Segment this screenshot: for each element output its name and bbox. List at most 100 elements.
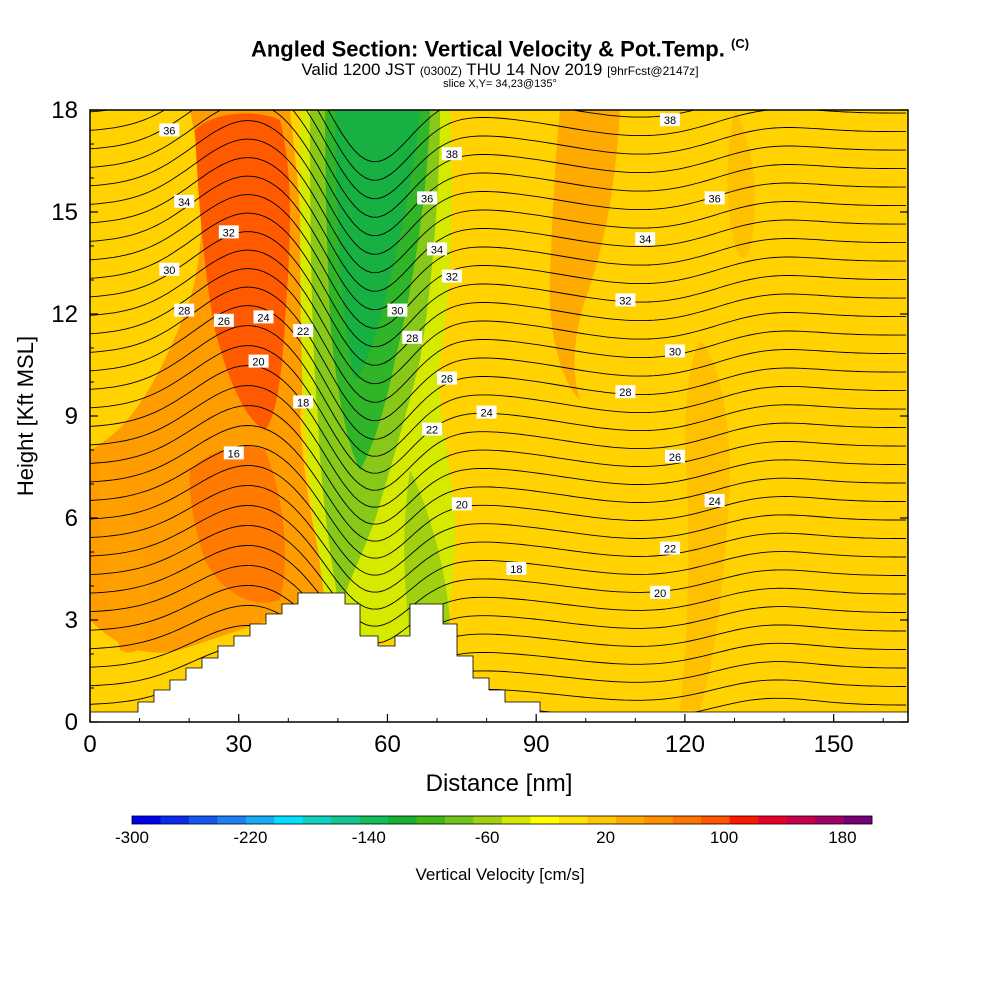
contour-label: 20 xyxy=(252,357,264,369)
contour-label: 24 xyxy=(480,408,492,420)
updraft-lower xyxy=(189,446,285,603)
contour-label: 34 xyxy=(178,197,190,209)
contour-label-bg xyxy=(248,354,269,368)
contour-label-bg xyxy=(218,225,239,239)
y-tick-label: 18 xyxy=(51,97,78,124)
contour-label-bg xyxy=(402,330,423,344)
contour-label-bg xyxy=(422,422,443,436)
theta-contour-line xyxy=(90,110,906,200)
contour-label-bg xyxy=(664,344,685,358)
contour-label: 28 xyxy=(178,306,190,318)
orange-band-right-3 xyxy=(727,110,755,259)
contour-label-bg xyxy=(635,232,656,246)
theta-contour-line xyxy=(90,268,906,403)
colorbar-tick-label: -60 xyxy=(475,828,500,847)
contour-label: 32 xyxy=(446,272,458,284)
colorbar-swatch xyxy=(160,816,190,824)
colorbar-swatch xyxy=(132,816,161,824)
colorbar-swatch xyxy=(473,816,503,824)
colorbar-tick-label: 180 xyxy=(828,828,856,847)
colorbar-swatch xyxy=(815,816,844,824)
y-tick-label: 9 xyxy=(65,403,78,430)
downdraft-center xyxy=(335,110,420,380)
theta-contour-line xyxy=(90,175,906,311)
contour-label: 20 xyxy=(654,588,666,600)
contour-label-bg xyxy=(506,562,527,575)
orange-band-left-lower xyxy=(99,460,150,653)
contour-label: 32 xyxy=(619,295,631,307)
y-tick-label: 0 xyxy=(65,709,78,736)
colorbar-swatch xyxy=(388,816,417,824)
contour-label: 36 xyxy=(421,193,433,205)
theta-contour-line xyxy=(90,385,906,508)
theta-contour-line xyxy=(90,624,906,712)
colorbar-swatch xyxy=(416,816,446,824)
contour-label-bg xyxy=(615,385,636,399)
theta-contour-line xyxy=(90,120,906,255)
theta-contour-line xyxy=(90,525,906,627)
theta-contour-line xyxy=(90,425,907,542)
terrain xyxy=(90,593,908,722)
colorbar-swatch xyxy=(729,816,759,824)
orange-band-right-2 xyxy=(680,340,730,710)
theta-contour-line xyxy=(90,138,906,274)
contour-label: 32 xyxy=(223,227,235,239)
contour-label-bg xyxy=(293,324,314,337)
colorbar-swatch xyxy=(188,816,218,824)
colorbar-label: Vertical Velocity [cm/s] xyxy=(415,865,584,884)
x-tick-label: 90 xyxy=(523,731,550,758)
contour-label: 24 xyxy=(257,312,269,324)
theta-contours xyxy=(90,110,907,722)
colorbar-tick-label: 20 xyxy=(596,828,615,847)
colorbar-swatch xyxy=(445,816,474,824)
contour-label: 30 xyxy=(669,346,681,358)
contour-label: 22 xyxy=(664,544,676,556)
contour-label: 34 xyxy=(431,244,443,256)
contour-label-bg xyxy=(159,123,180,137)
contour-label-bg xyxy=(253,310,274,324)
contour-label: 16 xyxy=(228,448,240,460)
downdraft-lower-right xyxy=(404,470,450,640)
theta-contour-line xyxy=(90,110,906,218)
colorbar-tick-label: -300 xyxy=(115,828,149,847)
colorbar-tick-label: -220 xyxy=(233,828,267,847)
colorbar-tick-label: -140 xyxy=(352,828,386,847)
theta-contour-line xyxy=(90,465,906,576)
colorbar-swatch xyxy=(701,816,730,824)
theta-contour-line xyxy=(90,505,906,610)
theta-contour-line xyxy=(90,405,906,525)
colorbar-tick-label: 100 xyxy=(710,828,738,847)
colorbar-swatch xyxy=(786,816,816,824)
x-tick-label: 0 xyxy=(83,731,96,758)
velocity-shading xyxy=(90,110,755,710)
contour-label: 28 xyxy=(619,387,631,399)
x-tick-label: 120 xyxy=(665,731,705,758)
contour-label: 34 xyxy=(639,234,651,246)
colorbar-swatch xyxy=(217,816,247,824)
contour-label-bg xyxy=(159,262,180,276)
theta-contour-line xyxy=(90,604,906,695)
chart-subtitle: Valid 1200 JST (0300Z) THU 14 Nov 2019 [… xyxy=(301,60,699,79)
contour-label-bg xyxy=(660,113,681,127)
x-tick-label: 60 xyxy=(374,731,401,758)
contour-label: 22 xyxy=(426,425,438,437)
contour-labels: 36 34 32 30 28 26 24 22 20 18 16 38 36 34 32 30 28 26 24 22… xyxy=(159,113,725,600)
theta-contour-line xyxy=(90,325,906,457)
contour-label: 24 xyxy=(709,496,721,508)
contour-label-bg xyxy=(704,191,725,205)
y-tick-label: 12 xyxy=(51,301,78,328)
colorbar-swatch xyxy=(530,816,560,824)
contour-label-bg xyxy=(451,497,472,511)
contour-label-bg xyxy=(387,303,408,317)
contour-label-bg xyxy=(660,541,681,555)
theta-contour-line xyxy=(90,194,906,329)
contour-label: 38 xyxy=(446,149,458,161)
theta-contour-line xyxy=(90,286,906,422)
contour-label-bg xyxy=(650,585,671,599)
y-axis-label: Height [Kft MSL] xyxy=(13,336,38,496)
contour-label: 18 xyxy=(297,397,309,409)
contour-label: 36 xyxy=(709,193,721,205)
colorbar-swatch xyxy=(644,816,674,824)
theta-contour-line xyxy=(90,249,906,385)
